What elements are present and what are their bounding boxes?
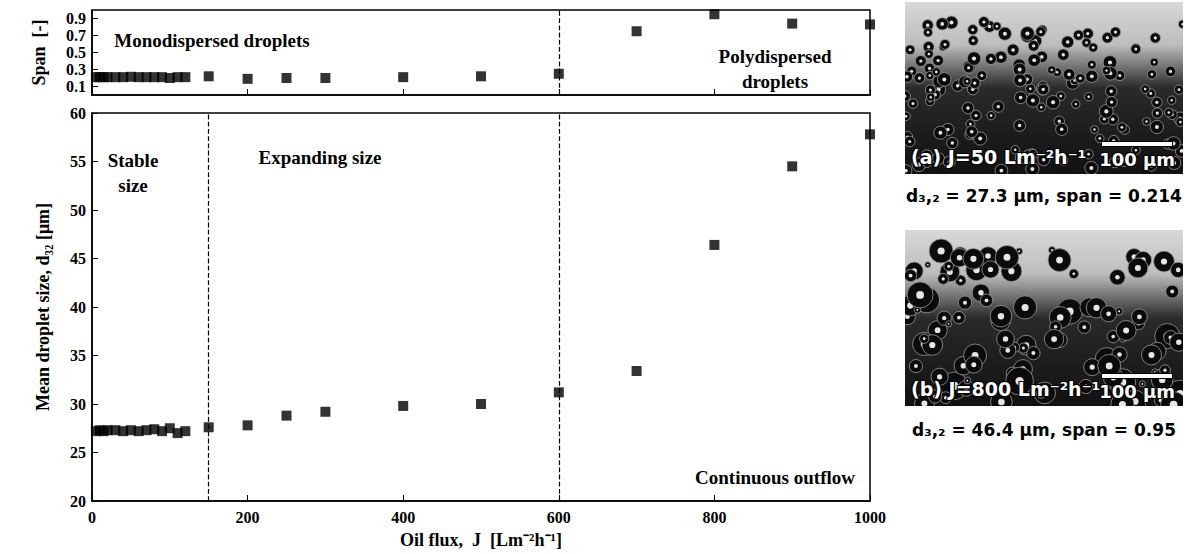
svg-text:0.5: 0.5: [66, 44, 86, 61]
svg-text:200: 200: [236, 509, 260, 526]
svg-text:Mean droplet size, d₃₂ [μm]: Mean droplet size, d₃₂ [μm]: [33, 203, 53, 411]
svg-text:0.1: 0.1: [66, 78, 86, 95]
html-text:(b) J=800 Lm⁻²h⁻¹ 100 μm: (b) J=800 Lm⁻²h⁻¹ 100 μm: [911, 378, 1175, 402]
svg-text:droplets: droplets: [742, 71, 808, 92]
svg-text:0: 0: [88, 509, 96, 526]
svg-text:600: 600: [547, 509, 571, 526]
svg-text:400: 400: [391, 509, 415, 526]
svg-text:Monodispersed droplets: Monodispersed droplets: [114, 30, 309, 51]
svg-text:Expanding size: Expanding size: [258, 147, 381, 168]
svg-text:size: size: [118, 175, 148, 196]
html-text:d₃,₂ = 46.4 μm, span = 0.95: d₃,₂ = 46.4 μm, span = 0.95: [912, 420, 1176, 440]
svg-text:35: 35: [70, 347, 86, 364]
svg-text:55: 55: [70, 153, 86, 170]
svg-text:Polydispersed: Polydispersed: [719, 46, 832, 67]
svg-text:25: 25: [70, 444, 86, 461]
svg-text:0.9: 0.9: [66, 10, 86, 27]
html-text:(a) J=50 Lm⁻²h⁻¹: (a) J=50 Lm⁻²h⁻¹: [911, 146, 1086, 168]
svg-text:Stable: Stable: [108, 150, 159, 171]
svg-text:0.3: 0.3: [66, 61, 86, 78]
svg-text:50: 50: [70, 202, 86, 219]
svg-text:30: 30: [70, 396, 86, 413]
svg-text:0.7: 0.7: [66, 27, 86, 44]
html-text:d₃,₂ = 27.3 μm, span = 0.214: d₃,₂ = 27.3 μm, span = 0.214: [906, 186, 1182, 206]
svg-text:800: 800: [702, 509, 726, 526]
svg-text:Continuous outflow: Continuous outflow: [695, 467, 855, 488]
svg-text:1000: 1000: [854, 509, 886, 526]
svg-text:40: 40: [70, 299, 86, 316]
svg-text:45: 45: [70, 250, 86, 267]
svg-text:Span [-]: Span [-]: [29, 19, 49, 85]
html-text:100 μm: 100 μm: [1099, 149, 1175, 170]
svg-text:Oil flux, J [Lm⁻²h⁻¹]: Oil flux, J [Lm⁻²h⁻¹]: [400, 530, 562, 550]
svg-text:60: 60: [70, 105, 86, 122]
svg-text:20: 20: [70, 493, 86, 510]
